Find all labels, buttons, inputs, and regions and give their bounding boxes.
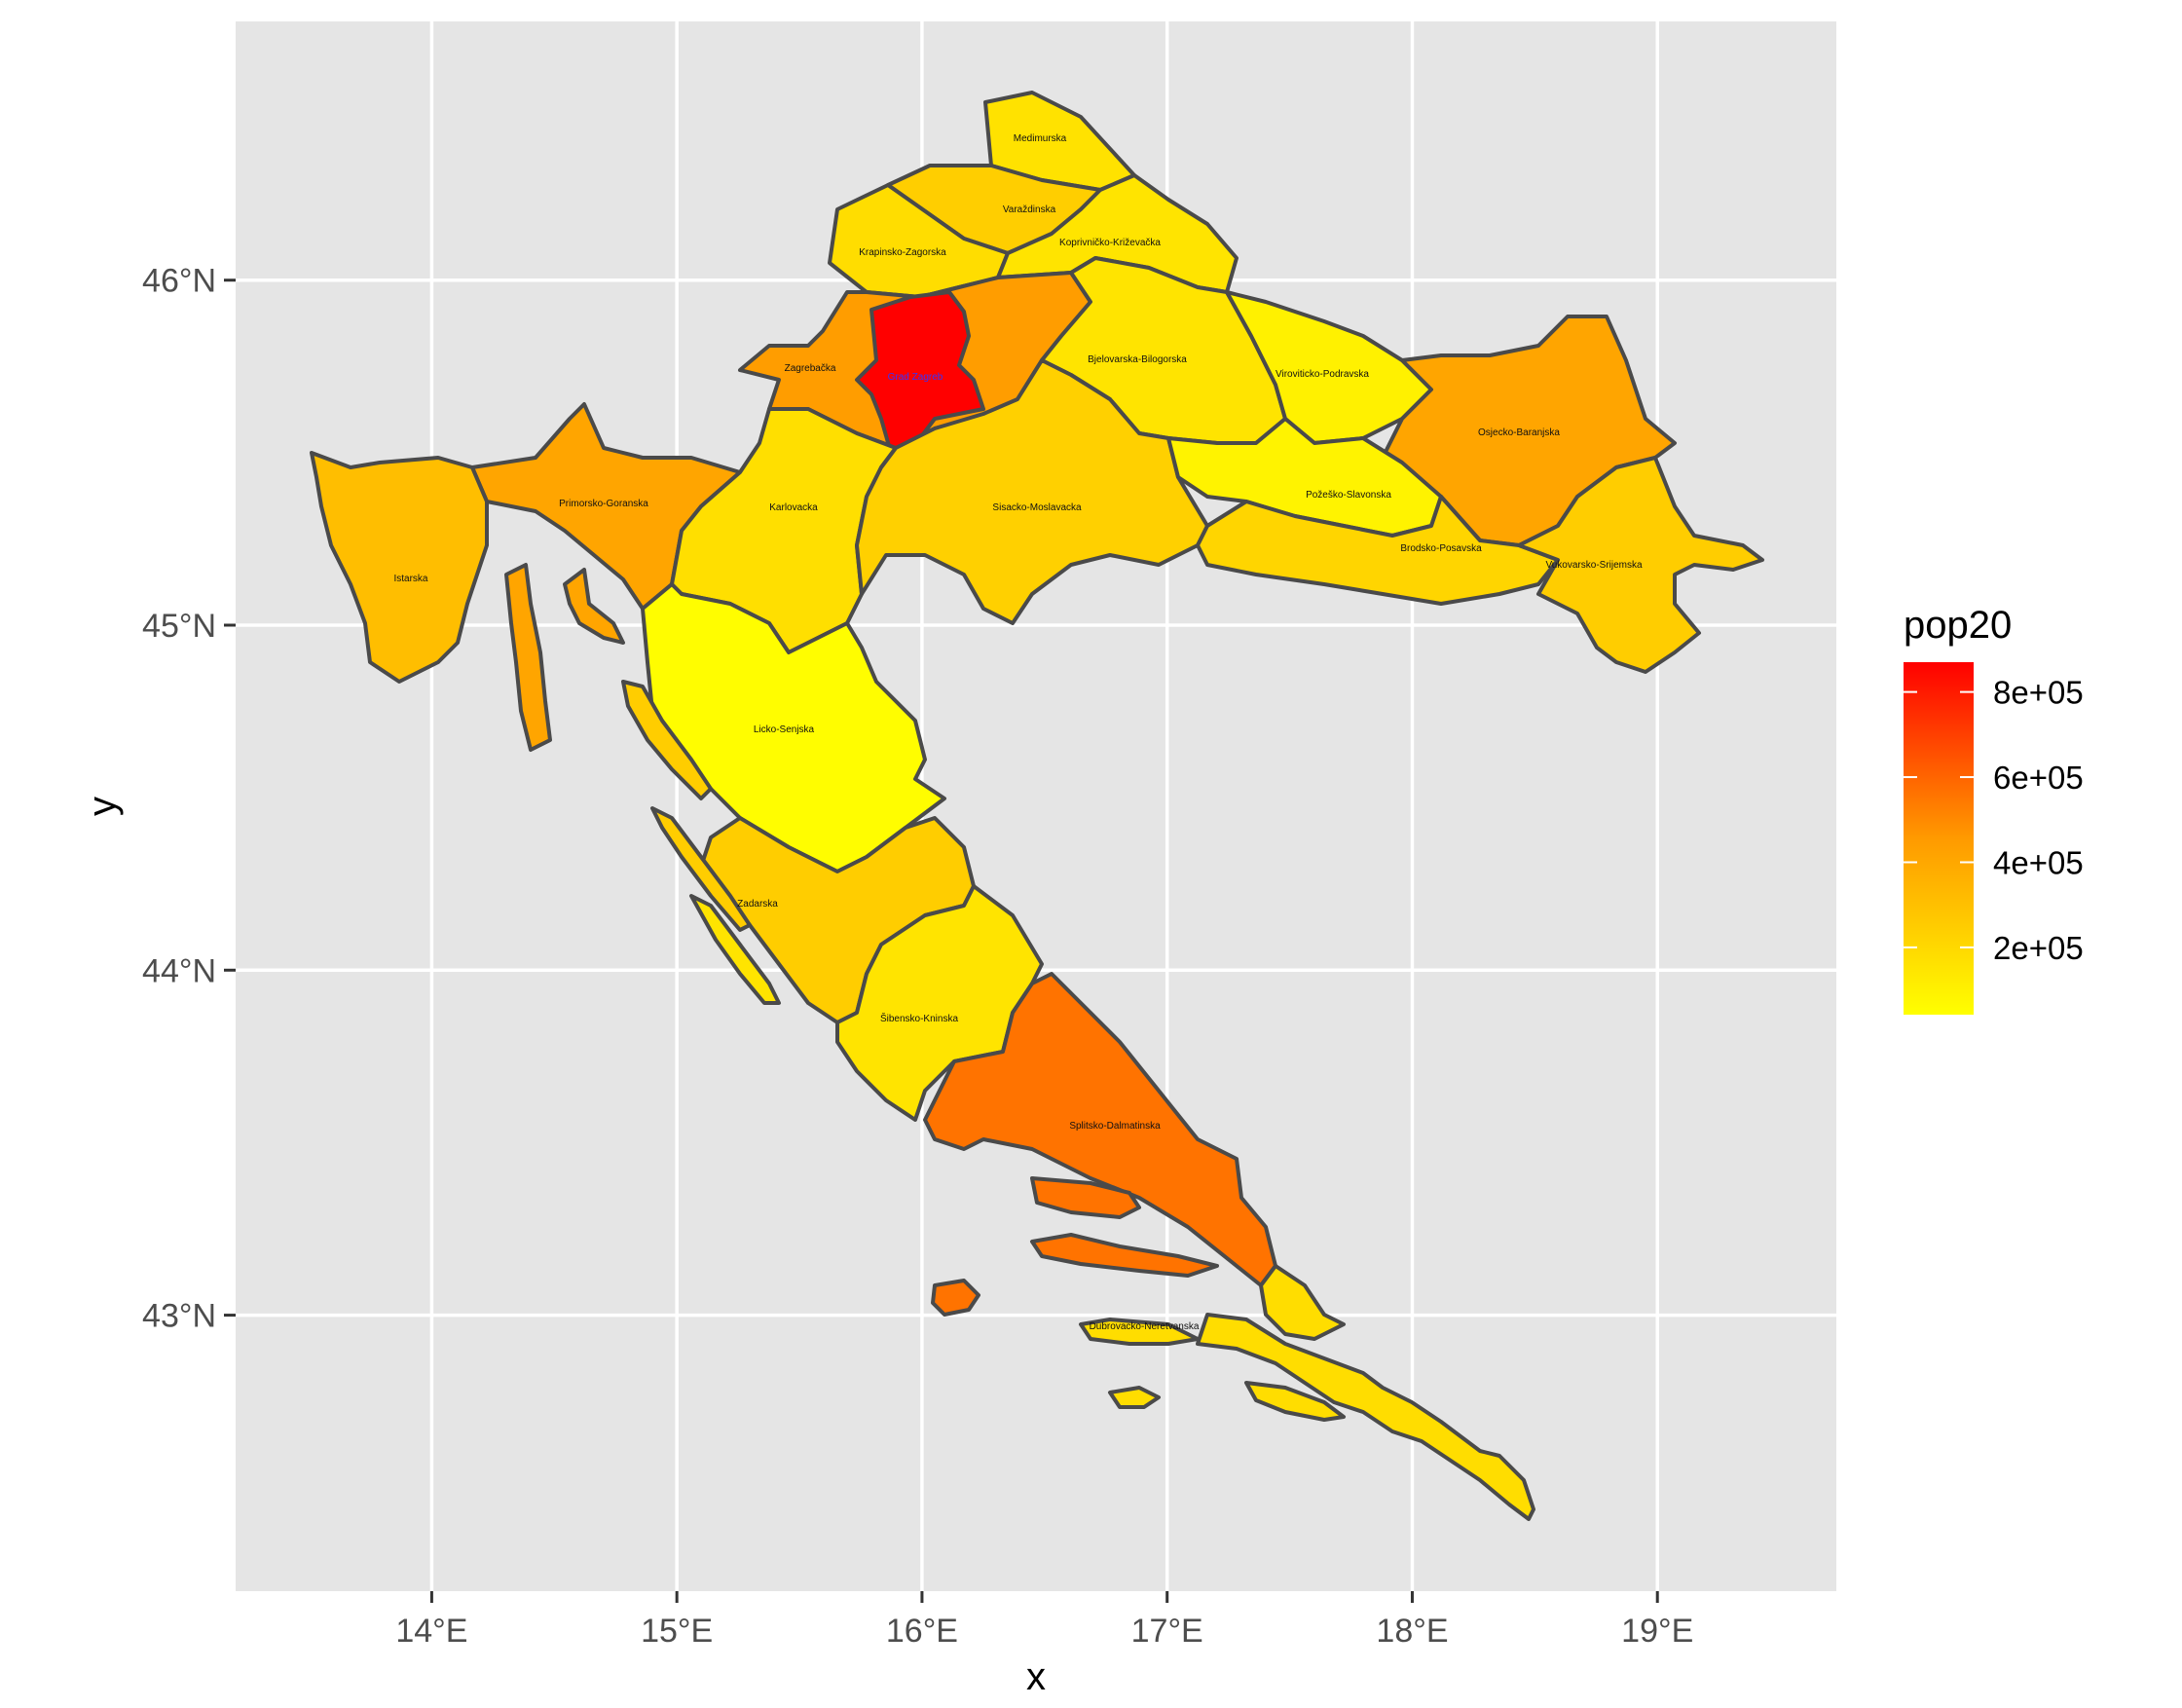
- x-tick-label: 14°E: [395, 1613, 467, 1650]
- region-label: Vukovarsko-Srijemska: [1545, 560, 1643, 571]
- region-label: Grad Zagreb: [888, 372, 943, 383]
- island-dugi-otok: [650, 806, 752, 932]
- island-kornati: [689, 894, 781, 1005]
- y-axis-title: y: [81, 797, 124, 816]
- region-label: Brodsko-Posavska: [1400, 543, 1482, 554]
- region-label: Viroviticko-Podravska: [1276, 369, 1369, 380]
- region-label: Požeško-Slavonska: [1306, 490, 1391, 501]
- region-sisacko-moslavacka[interactable]: [855, 358, 1209, 625]
- region-label: Dubrovacko-Neretvanska: [1090, 1321, 1200, 1332]
- island-cres: [504, 563, 552, 752]
- y-tick-label: 43°N: [142, 1298, 216, 1335]
- island-vis: [931, 1279, 980, 1317]
- region-label: Primorsko-Goranska: [559, 499, 648, 509]
- island-pag: [621, 680, 713, 800]
- island-krk: [563, 568, 625, 645]
- legend-colorbar: [1904, 662, 1974, 1015]
- x-tick-label: 15°E: [641, 1613, 713, 1650]
- x-tick-label: 18°E: [1376, 1613, 1448, 1650]
- legend-label: 2e+05: [1993, 930, 2084, 966]
- region-label: Koprivničko-Križevačka: [1059, 238, 1161, 248]
- legend-label: 6e+05: [1993, 760, 2084, 796]
- region-label: Zagrebačka: [785, 363, 836, 374]
- regions-layer: [310, 91, 1764, 1521]
- axes-layer: 14°E 15°E 16°E 17°E 18°E 19°E 43°N 44°N 45°N 46°N: [142, 263, 1693, 1650]
- region-label: Bjelovarska-Bilogorska: [1088, 354, 1187, 365]
- legend: pop20 8e+05 6e+05 4e+05 2e+05: [1904, 604, 2084, 1015]
- island-mljet: [1244, 1381, 1346, 1422]
- region-label: Šibensko-Kninska: [880, 1012, 958, 1024]
- island-brac: [1030, 1176, 1141, 1219]
- region-labels-layer: Medimurska Varaždinska Krapinsko-Zagorsk…: [393, 133, 1642, 1332]
- region-label: Sisacko-Moslavacka: [992, 502, 1082, 513]
- region-label: Karlovacka: [769, 502, 818, 513]
- region-label: Istarska: [393, 574, 427, 584]
- region-dubrovacko-neretvanska[interactable]: [1079, 1264, 1535, 1521]
- region-label: Licko-Senjska: [754, 724, 815, 735]
- x-axis-title: x: [1026, 1655, 1046, 1698]
- region-label: Splitsko-Dalmatinska: [1069, 1121, 1161, 1132]
- legend-label: 8e+05: [1993, 675, 2084, 711]
- x-tick-label: 19°E: [1621, 1613, 1693, 1650]
- region-grad-zagreb[interactable]: [855, 290, 985, 460]
- island-lastovo: [1108, 1386, 1161, 1409]
- region-vukovarsko-srijemska[interactable]: [1517, 456, 1764, 674]
- region-label: Krapinsko-Zagorska: [859, 247, 946, 258]
- y-tick-label: 46°N: [142, 263, 216, 300]
- region-splitsko-dalmatinska[interactable]: [923, 972, 1277, 1287]
- legend-label: 4e+05: [1993, 844, 2084, 880]
- region-istarska[interactable]: [310, 451, 489, 684]
- region-label: Osjecko-Baranjska: [1478, 427, 1560, 438]
- x-tick-label: 16°E: [886, 1613, 958, 1650]
- x-tick-label: 17°E: [1131, 1613, 1203, 1650]
- island-hvar: [1030, 1233, 1219, 1278]
- legend-ticks: 8e+05 6e+05 4e+05 2e+05: [1904, 675, 2084, 966]
- region-label: Medimurska: [1014, 133, 1067, 144]
- y-tick-label: 44°N: [142, 952, 216, 989]
- region-label: Varaždinska: [1003, 204, 1056, 215]
- y-tick-label: 45°N: [142, 608, 216, 645]
- legend-title: pop20: [1904, 604, 2012, 647]
- region-label: Zadarska: [737, 899, 778, 910]
